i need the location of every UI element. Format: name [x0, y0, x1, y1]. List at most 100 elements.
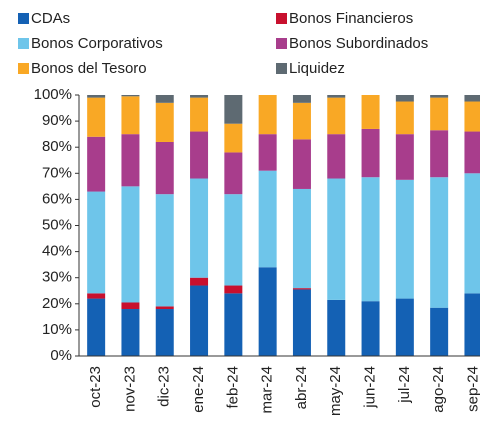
- bar-segment: [155, 141, 174, 195]
- bar-segment: [327, 95, 346, 98]
- bar-segment: [292, 289, 311, 356]
- bar-segment: [224, 285, 243, 294]
- bar-segment: [190, 178, 209, 278]
- bar-segment: [395, 95, 414, 102]
- bar-segment: [121, 95, 140, 97]
- y-tick-label: 0%: [50, 347, 72, 364]
- x-tick-label: mar-24: [259, 366, 276, 414]
- bar-segment: [190, 131, 209, 179]
- legend-label: Bonos Corporativos: [31, 35, 163, 52]
- bar-segment: [87, 95, 106, 98]
- bar-segment: [464, 293, 480, 356]
- x-tick-label: jul-24: [396, 366, 413, 404]
- bar-segment: [258, 95, 277, 135]
- x-tick-label: abr-24: [293, 366, 310, 409]
- y-tick-label: 30%: [42, 269, 72, 286]
- bar-segment: [292, 102, 311, 140]
- bar-segment: [464, 173, 480, 294]
- bar-segment: [224, 194, 243, 286]
- y-tick-label: 100%: [34, 86, 72, 103]
- legend-swatch: [276, 13, 287, 24]
- bar-segment: [155, 194, 174, 307]
- bar-segment: [430, 307, 449, 356]
- legend-swatch: [276, 38, 287, 49]
- bar-segment: [327, 97, 346, 135]
- bar-segment: [190, 277, 209, 286]
- y-tick-label: 60%: [42, 190, 72, 207]
- bar-segment: [190, 95, 209, 98]
- bar-segment: [258, 134, 277, 171]
- y-tick-label: 10%: [42, 321, 72, 338]
- bar-segment: [155, 306, 174, 310]
- bar-segment: [395, 101, 414, 135]
- bar-segment: [155, 102, 174, 142]
- bar-segment: [121, 309, 140, 356]
- bar-segment: [430, 95, 449, 98]
- x-tick-label: may-24: [327, 366, 344, 416]
- y-tick-label: 40%: [42, 243, 72, 260]
- legend-label: Liquidez: [289, 60, 345, 77]
- bar-segment: [292, 188, 311, 289]
- bar-segment: [155, 95, 174, 103]
- bar-segment: [292, 95, 311, 103]
- bar-segment: [258, 170, 277, 268]
- y-tick-label: 20%: [42, 295, 72, 312]
- x-tick-label: sep-24: [464, 366, 480, 412]
- legend-label: Bonos del Tesoro: [31, 60, 147, 77]
- bar-segment: [87, 293, 106, 299]
- bar-segment: [464, 95, 480, 102]
- bar-segment: [395, 179, 414, 299]
- bar-segment: [121, 186, 140, 303]
- bar-segment: [430, 130, 449, 178]
- bar-segment: [190, 97, 209, 132]
- bar-segment: [430, 177, 449, 308]
- bar-segment: [190, 285, 209, 356]
- legend-label: CDAs: [31, 10, 70, 27]
- bar-segment: [224, 95, 243, 124]
- bar-segment: [121, 96, 140, 135]
- bar-segment: [121, 302, 140, 310]
- bar-segment: [361, 95, 380, 129]
- y-tick-label: 90%: [42, 112, 72, 129]
- x-tick-label: oct-23: [87, 366, 104, 408]
- bar-segment: [292, 139, 311, 189]
- x-tick-label: feb-24: [224, 366, 241, 409]
- bar-segment: [87, 298, 106, 356]
- bar-segment: [395, 298, 414, 356]
- bar-segment: [327, 134, 346, 179]
- x-tick-label: dic-23: [156, 366, 173, 407]
- y-tick-label: 70%: [42, 164, 72, 181]
- bar-segment: [464, 131, 480, 174]
- legend-swatch: [276, 63, 287, 74]
- bar-segment: [224, 293, 243, 356]
- legend-swatch: [18, 38, 29, 49]
- x-tick-label: ago-24: [430, 366, 447, 413]
- x-tick-label: ene-24: [190, 366, 207, 413]
- legend-swatch: [18, 63, 29, 74]
- x-tick-label: jun-24: [362, 366, 379, 409]
- y-tick-label: 80%: [42, 138, 72, 155]
- bar-segment: [121, 134, 140, 187]
- bar-segment: [361, 301, 380, 356]
- y-tick-label: 50%: [42, 216, 72, 233]
- bar-segment: [87, 97, 106, 137]
- x-tick-label: nov-23: [121, 366, 138, 412]
- bar-segment: [327, 299, 346, 356]
- legend-swatch: [18, 13, 29, 24]
- bar-segment: [395, 134, 414, 180]
- bar-segment: [155, 309, 174, 356]
- bar-segment: [361, 177, 380, 302]
- legend-label: Bonos Subordinados: [289, 35, 428, 52]
- bar-segment: [292, 288, 311, 290]
- bar-segment: [361, 128, 380, 178]
- bar-segment: [87, 191, 106, 294]
- bar-segment: [464, 101, 480, 132]
- bar-segment: [224, 123, 243, 153]
- bar-segment: [87, 136, 106, 192]
- bar-segment: [224, 152, 243, 195]
- legend-label: Bonos Financieros: [289, 10, 413, 27]
- bar-segment: [430, 97, 449, 131]
- bar-segment: [327, 178, 346, 300]
- bar-segment: [258, 267, 277, 356]
